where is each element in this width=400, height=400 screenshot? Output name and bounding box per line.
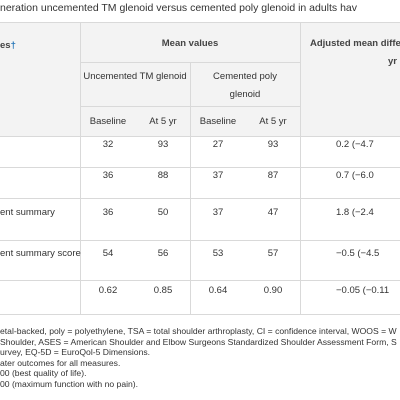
footnote: 00 (maximum function with no pain). <box>0 378 139 389</box>
footnote: ater outcomes for all measures. <box>0 357 121 368</box>
group-header: yr <box>388 56 397 67</box>
col-header: At 5 yr <box>259 116 287 127</box>
arm-header: Uncemented TM glenoid <box>83 71 187 82</box>
cell: 0.7 (−6.0 <box>336 170 374 181</box>
cell: 88 <box>157 170 169 181</box>
cell: 37 <box>212 207 224 218</box>
arm-header: Cemented poly glenoid <box>213 71 277 100</box>
cell: 50 <box>157 207 169 218</box>
cell: 0.90 <box>263 285 283 296</box>
group-header: Adjusted mean differ <box>310 38 400 49</box>
rule <box>0 22 400 23</box>
cell: 47 <box>267 207 279 218</box>
footnote: 00 (best quality of life). <box>0 368 87 378</box>
cell: 32 <box>102 139 114 150</box>
cell: 36 <box>102 207 114 218</box>
rule <box>300 22 301 314</box>
cell: 54 <box>102 248 114 259</box>
footnote-marker: † <box>10 40 16 51</box>
rule <box>0 280 400 281</box>
cell: 27 <box>212 139 224 150</box>
footnote: urvey, EQ-5D = EuroQol-5 Dimensions. <box>0 347 151 357</box>
cell: −0.05 (−0.11 <box>336 285 390 296</box>
cell: 1.8 (−2.4 <box>336 207 374 218</box>
cell: 93 <box>157 139 169 150</box>
cell: 0.85 <box>153 285 173 296</box>
cell: 56 <box>157 248 169 259</box>
cell: 36 <box>102 170 114 181</box>
cell: 0.64 <box>208 285 228 296</box>
cell: 87 <box>267 170 279 181</box>
col-header: Baseline <box>89 116 127 127</box>
cell: 0.62 <box>98 285 118 296</box>
cell: 0.2 (−4.7 <box>336 139 374 150</box>
table-header <box>0 22 400 136</box>
rule <box>190 62 191 314</box>
rule <box>80 22 81 314</box>
rule <box>0 240 400 241</box>
cell: 53 <box>212 248 224 259</box>
rule <box>0 136 400 137</box>
rule <box>0 198 400 199</box>
group-header: Mean values <box>161 38 219 49</box>
rule <box>0 167 400 168</box>
cell: 93 <box>267 139 279 150</box>
row-label: ent summary score <box>0 248 81 259</box>
col-header: Baseline <box>199 116 237 127</box>
cell: −0.5 (−4.5 <box>336 248 380 259</box>
cell: 57 <box>267 248 279 259</box>
table-title: neration uncemented TM glenoid versus ce… <box>0 2 358 14</box>
cell: 37 <box>212 170 224 181</box>
footnote: etal-backed, poly = polyethylene, TSA = … <box>0 326 397 336</box>
row-label: ent summary <box>0 207 55 218</box>
stub-text: es <box>0 40 11 51</box>
footnote: Shoulder, ASES = American Shoulder and E… <box>0 336 397 347</box>
col-header: At 5 yr <box>149 116 177 127</box>
rule <box>0 314 400 315</box>
stub-header: es† <box>0 40 16 52</box>
